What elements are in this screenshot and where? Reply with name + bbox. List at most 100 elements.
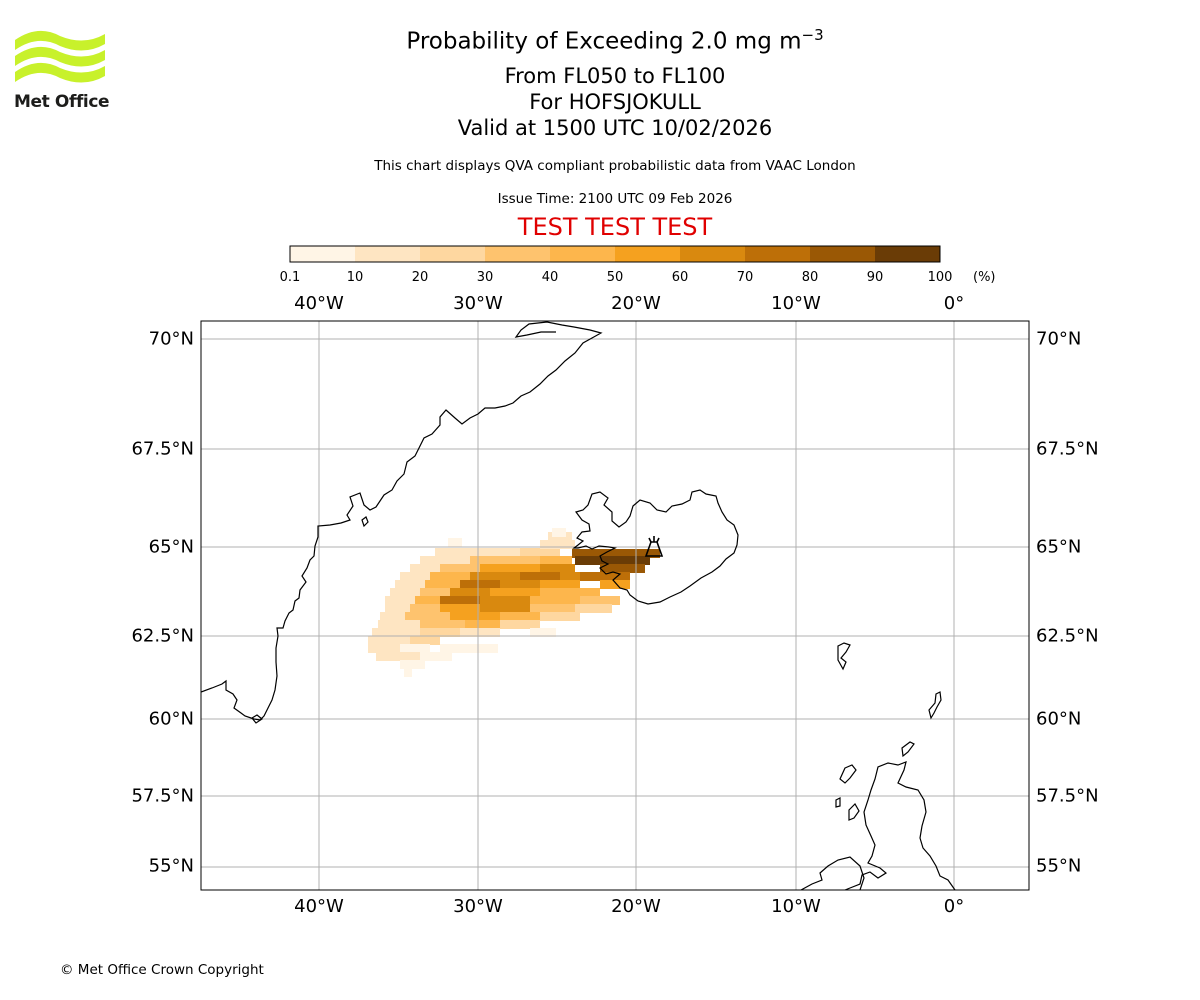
plume-cell xyxy=(575,604,612,613)
colorbar-tick-label: 0.1 xyxy=(279,270,301,285)
plume-cell xyxy=(580,572,630,581)
plume-cell xyxy=(520,548,560,557)
lon-label-top: 20°W xyxy=(611,293,661,314)
plume-cell xyxy=(425,580,460,589)
valid-time: Valid at 1500 UTC 10/02/2026 xyxy=(457,116,773,140)
lat-label-left: 67.5°N xyxy=(131,438,194,460)
plume-cell xyxy=(440,596,480,605)
colorbar-unit: (%) xyxy=(973,270,996,285)
plume-cell xyxy=(410,636,440,645)
ireland-coast xyxy=(800,856,865,890)
colorbar-tick-label: 50 xyxy=(606,270,624,285)
scotland-coast xyxy=(844,761,956,890)
plume-cell xyxy=(540,556,572,565)
plume-cell xyxy=(500,612,540,621)
test-banner: TEST TEST TEST xyxy=(517,213,713,241)
plume-cell xyxy=(465,620,500,629)
colorbar-tick-label: 40 xyxy=(541,270,559,285)
hebrides-1 xyxy=(839,764,857,784)
lon-label-bottom: 40°W xyxy=(294,896,344,917)
lat-label-right: 60°N xyxy=(1036,708,1082,730)
lat-label-left: 60°N xyxy=(148,708,194,730)
plume-cell xyxy=(470,572,520,581)
plume-cell xyxy=(380,612,405,621)
plume-cell xyxy=(390,588,420,597)
lon-label-bottom: 30°W xyxy=(453,896,503,917)
greenland-islet-1 xyxy=(361,516,369,528)
disclaimer: This chart displays QVA compliant probab… xyxy=(374,158,856,174)
lat-label-right: 65°N xyxy=(1036,536,1082,558)
lat-label-right: 57.5°N xyxy=(1036,785,1099,807)
colorbar-tick-label: 90 xyxy=(866,270,884,285)
plume-cell xyxy=(440,604,480,613)
map-frame xyxy=(200,320,1030,891)
lat-label-right: 55°N xyxy=(1036,855,1082,877)
lon-label-top: 40°W xyxy=(294,293,344,314)
plume-cell xyxy=(552,528,566,537)
plume-cell xyxy=(410,564,440,573)
plume-cell xyxy=(372,628,420,637)
plume-cell xyxy=(450,612,500,621)
colorbar-tick-label: 60 xyxy=(671,270,689,285)
lon-label-top: 30°W xyxy=(453,293,503,314)
lat-label-right: 67.5°N xyxy=(1036,438,1099,460)
hebrides-2 xyxy=(848,803,860,821)
plume-cell xyxy=(400,644,430,653)
lat-label-right: 70°N xyxy=(1036,328,1082,350)
plume-cell xyxy=(395,580,425,589)
plume-cell xyxy=(448,538,462,547)
plume-cell xyxy=(600,564,645,573)
logo-text: Met Office xyxy=(14,92,110,112)
plume-cell xyxy=(480,604,530,613)
lat-label-right: 62.5°N xyxy=(1036,625,1099,647)
plume-cell xyxy=(575,556,650,565)
colorbar-tick-label: 80 xyxy=(801,270,819,285)
plume-cell xyxy=(400,660,425,669)
lon-label-top: 10°W xyxy=(771,293,821,314)
lon-label-top: 0° xyxy=(943,293,965,314)
plume-cell xyxy=(600,580,630,589)
plume-cell xyxy=(580,596,620,605)
colorbar-tick-label: 30 xyxy=(476,270,494,285)
flight-levels: From FL050 to FL100 xyxy=(504,64,726,88)
plume-cell xyxy=(368,636,410,645)
copyright: © Met Office Crown Copyright xyxy=(60,962,264,978)
plume-cell xyxy=(530,604,575,613)
colorbar-tick-label: 70 xyxy=(736,270,754,285)
plume-cell xyxy=(540,540,575,549)
lon-label-bottom: 10°W xyxy=(771,896,821,917)
plume-cell xyxy=(385,596,415,605)
plume-cell xyxy=(415,596,440,605)
plume-cell xyxy=(410,604,440,613)
plume-cell xyxy=(540,564,575,573)
lon-label-bottom: 0° xyxy=(943,896,965,917)
plume-cell xyxy=(460,580,500,589)
lat-label-left: 57.5°N xyxy=(131,785,194,807)
plume-cell xyxy=(385,604,410,613)
plume-cell xyxy=(470,556,540,565)
plume-cell xyxy=(420,556,470,565)
plume-cell xyxy=(480,564,540,573)
greenland-islet-2 xyxy=(251,714,264,724)
plume-cell xyxy=(420,620,465,629)
greenland-coast xyxy=(201,321,603,721)
plume-cell xyxy=(378,620,420,629)
volcano-title: For HOFSJOKULL xyxy=(529,90,701,114)
plume-cell xyxy=(405,612,450,621)
issue-time: Issue Time: 2100 UTC 09 Feb 2026 xyxy=(497,191,733,207)
orkney-islands xyxy=(901,741,915,758)
plume-cell xyxy=(450,588,490,597)
plume-cell xyxy=(440,644,498,653)
volcano-icon xyxy=(644,536,664,557)
plume-cell xyxy=(376,652,420,661)
faroe-islands xyxy=(837,642,851,671)
plume-cell xyxy=(500,580,540,589)
chart-title: Probability of Exceeding 2.0 mg m−3 xyxy=(406,26,824,55)
plume-cell xyxy=(530,596,580,605)
colorbar-tick-label: 100 xyxy=(927,270,953,285)
colorbar-tick-label: 10 xyxy=(346,270,364,285)
plume-cell xyxy=(540,580,580,589)
plume-cell xyxy=(500,620,540,629)
lat-label-left: 62.5°N xyxy=(131,625,194,647)
